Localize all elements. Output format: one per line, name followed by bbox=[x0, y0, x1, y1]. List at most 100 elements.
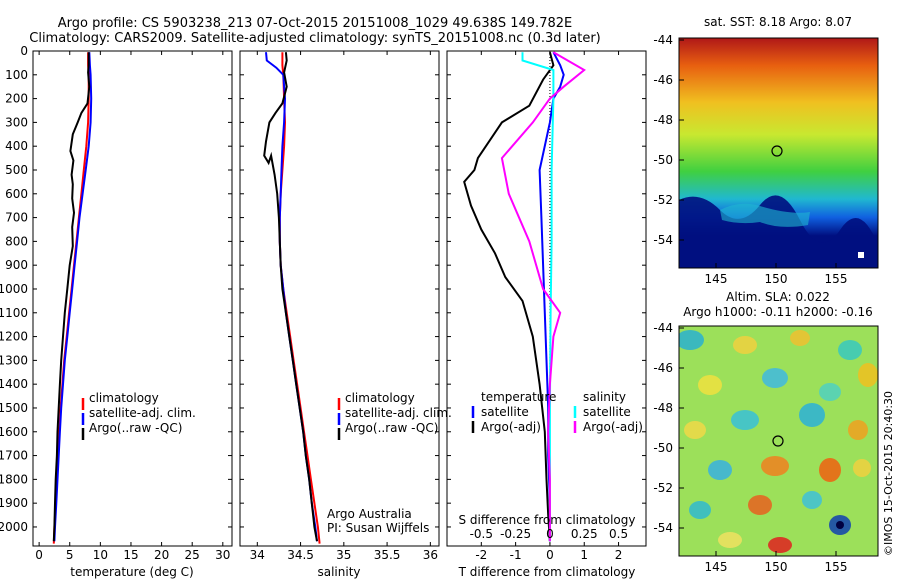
depth-tick-label: 1100 bbox=[0, 306, 28, 320]
temperature-xtick-label: 25 bbox=[185, 548, 200, 562]
sla-eddy bbox=[733, 336, 757, 354]
difference-series-t-argo-adj- bbox=[463, 51, 555, 542]
sla-eddy-core bbox=[836, 521, 844, 529]
temperature-xtick-label: 0 bbox=[35, 548, 43, 562]
sst-xtick-label: 155 bbox=[825, 272, 848, 286]
depth-tick-label: 2000 bbox=[0, 520, 28, 534]
sst-ytick-label: -44 bbox=[653, 33, 673, 47]
sla-xtick-label: 150 bbox=[765, 560, 788, 574]
salinity-series-climatology bbox=[278, 52, 321, 544]
temperature-axes bbox=[32, 50, 233, 547]
sal-legend-satellite: satellite-adj. clim. bbox=[345, 406, 452, 420]
depth-tick-label: 1000 bbox=[0, 282, 28, 296]
sst-ytick-label: -48 bbox=[653, 113, 673, 127]
temperature-xtick-label: 20 bbox=[154, 548, 169, 562]
salinity-axes bbox=[239, 50, 440, 547]
sst-ytick-label: -50 bbox=[653, 153, 673, 167]
sla-eddy bbox=[819, 458, 841, 482]
salinity-difference-tick-label: 0.5 bbox=[609, 527, 628, 541]
sla-eddy bbox=[768, 537, 792, 553]
temperature-xlabel: temperature (deg C) bbox=[70, 565, 193, 579]
diff-legend-t-satellite: satellite bbox=[481, 405, 529, 419]
sst-ytick-label: -46 bbox=[653, 73, 673, 87]
temperature-series-satellite-adj-clim- bbox=[53, 52, 93, 542]
salinity-difference-tick-label: -0.25 bbox=[500, 527, 531, 541]
difference-xtick-label: 2 bbox=[615, 548, 623, 562]
difference-xtick-label: -2 bbox=[475, 548, 487, 562]
sla-eddy bbox=[853, 459, 871, 477]
sla-eddy bbox=[802, 491, 822, 509]
sla-eddy bbox=[689, 501, 711, 519]
depth-tick-label: 1200 bbox=[0, 330, 28, 344]
sla-xtick-label: 155 bbox=[825, 560, 848, 574]
depth-tick-label: 0 bbox=[20, 44, 28, 58]
sla-map-blobs bbox=[679, 330, 878, 553]
sla-eddy bbox=[718, 532, 742, 548]
sst-argo-marker bbox=[771, 145, 783, 157]
depth-tick-label: 300 bbox=[5, 115, 28, 129]
salinity-xlabel: salinity bbox=[317, 565, 360, 579]
sla-ytick-label: -48 bbox=[653, 401, 673, 415]
difference-axes bbox=[446, 50, 647, 547]
sla-eddy bbox=[679, 330, 704, 350]
depth-tick-label: 1600 bbox=[0, 425, 28, 439]
sla-xtick-label: 145 bbox=[705, 560, 728, 574]
sst-map-title: sat. SST: 8.18 Argo: 8.07 bbox=[704, 15, 852, 29]
depth-tick-label: 400 bbox=[5, 139, 28, 153]
sst-map-frame bbox=[678, 37, 879, 269]
depth-tick-label: 200 bbox=[5, 92, 28, 106]
sal-legend-argo: Argo(..raw -QC) bbox=[345, 421, 438, 435]
salinity-difference-tick-label: 0.25 bbox=[571, 527, 598, 541]
legend-argo: Argo(..raw -QC) bbox=[89, 421, 182, 435]
difference-xtick-label: 0 bbox=[546, 548, 554, 562]
sla-title-line1: Altim. SLA: 0.022 bbox=[726, 290, 830, 304]
sla-eddy bbox=[799, 403, 825, 427]
sla-eddy bbox=[708, 460, 732, 480]
legend-satellite: satellite-adj. clim. bbox=[89, 406, 196, 420]
salinity-xtick-label: 36 bbox=[423, 548, 438, 562]
depth-tick-label: 500 bbox=[5, 163, 28, 177]
depth-tick-label: 600 bbox=[5, 187, 28, 201]
sst-cold-region bbox=[679, 195, 878, 268]
salinity-panel: 34 34.5 35 35.5 36 salinity climatology sate… bbox=[239, 50, 452, 579]
sla-map-frame bbox=[678, 325, 879, 557]
sla-ytick-label: -50 bbox=[653, 441, 673, 455]
temperature-xtick-label: 5 bbox=[66, 548, 74, 562]
sla-title-line2: Argo h1000: -0.11 h2000: -0.16 bbox=[683, 305, 873, 319]
sla-ytick-label: -44 bbox=[653, 321, 673, 335]
depth-tick-label: 1500 bbox=[0, 401, 28, 415]
argo-australia-label: Argo Australia bbox=[327, 507, 412, 521]
salinity-xtick-label: 35.5 bbox=[374, 548, 401, 562]
depth-tick-label: 1400 bbox=[0, 377, 28, 391]
difference-xtick-label: 1 bbox=[580, 548, 588, 562]
sla-eddy bbox=[790, 330, 810, 346]
sla-eddy bbox=[848, 420, 868, 440]
salinity-difference-tick-label: -0.5 bbox=[470, 527, 493, 541]
sst-map: sat. SST: 8.18 Argo: 8.07 -44-4 bbox=[653, 15, 879, 286]
sla-eddy bbox=[838, 340, 862, 360]
depth-tick-label: 100 bbox=[5, 68, 28, 82]
sst-ytick-label: -54 bbox=[653, 233, 673, 247]
temperature-xtick-label: 30 bbox=[215, 548, 230, 562]
sla-eddy bbox=[858, 363, 878, 387]
sla-eddy bbox=[762, 368, 788, 388]
salinity-difference-tick-label: 0 bbox=[546, 527, 554, 541]
difference-panel: -2 -1 0 1 2 -0.5 -0.25 0 0.25 0.5 S difference f… bbox=[446, 50, 647, 579]
sla-eddy bbox=[684, 421, 706, 439]
sla-eddy bbox=[731, 410, 759, 430]
difference-xtick-label: -1 bbox=[510, 548, 522, 562]
depth-tick-label: 800 bbox=[5, 234, 28, 248]
diff-legend-t-argo: Argo(-adj) bbox=[481, 420, 541, 434]
depth-tick-label: 1300 bbox=[0, 353, 28, 367]
difference-legend: temperature satellite Argo(-adj) salinit… bbox=[471, 390, 643, 434]
depth-tick-label: 1800 bbox=[0, 472, 28, 486]
sst-map-texture bbox=[679, 195, 878, 268]
temperature-series-argo-raw-qc- bbox=[52, 52, 91, 542]
temperature-xtick-label: 10 bbox=[93, 548, 108, 562]
header-line1: Argo profile: CS 5903238_213 07-Oct-2015… bbox=[58, 16, 572, 31]
salinity-xtick-label: 34 bbox=[250, 548, 265, 562]
diff-legend-s-satellite: satellite bbox=[583, 405, 631, 419]
temperature-xtick-label: 15 bbox=[123, 548, 138, 562]
sst-front-patch bbox=[720, 203, 810, 227]
sla-eddy bbox=[748, 495, 772, 515]
